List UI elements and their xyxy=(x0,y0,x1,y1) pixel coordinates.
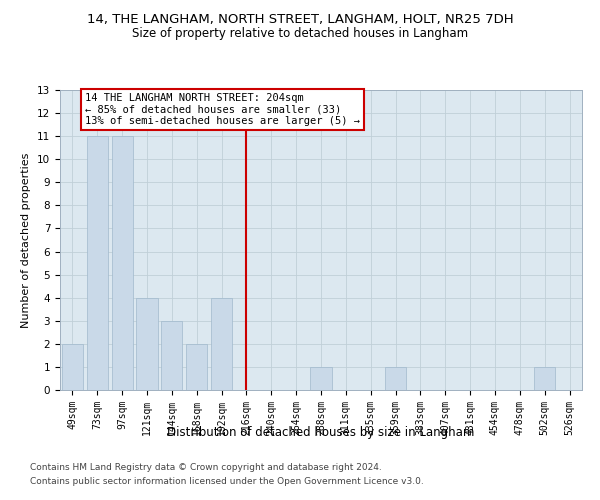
Bar xyxy=(186,344,207,390)
Bar xyxy=(310,367,332,390)
Text: 14 THE LANGHAM NORTH STREET: 204sqm
← 85% of detached houses are smaller (33)
13: 14 THE LANGHAM NORTH STREET: 204sqm ← 85… xyxy=(85,93,360,126)
Bar xyxy=(112,136,133,390)
Bar xyxy=(87,136,108,390)
Bar xyxy=(161,321,182,390)
Y-axis label: Number of detached properties: Number of detached properties xyxy=(22,152,31,328)
Bar xyxy=(534,367,555,390)
Bar xyxy=(136,298,158,390)
Bar xyxy=(211,298,232,390)
Text: Contains public sector information licensed under the Open Government Licence v3: Contains public sector information licen… xyxy=(30,477,424,486)
Text: Distribution of detached houses by size in Langham: Distribution of detached houses by size … xyxy=(167,426,475,439)
Text: 14, THE LANGHAM, NORTH STREET, LANGHAM, HOLT, NR25 7DH: 14, THE LANGHAM, NORTH STREET, LANGHAM, … xyxy=(86,12,514,26)
Text: Size of property relative to detached houses in Langham: Size of property relative to detached ho… xyxy=(132,28,468,40)
Bar xyxy=(62,344,83,390)
Text: Contains HM Land Registry data © Crown copyright and database right 2024.: Contains HM Land Registry data © Crown c… xyxy=(30,464,382,472)
Bar xyxy=(385,367,406,390)
